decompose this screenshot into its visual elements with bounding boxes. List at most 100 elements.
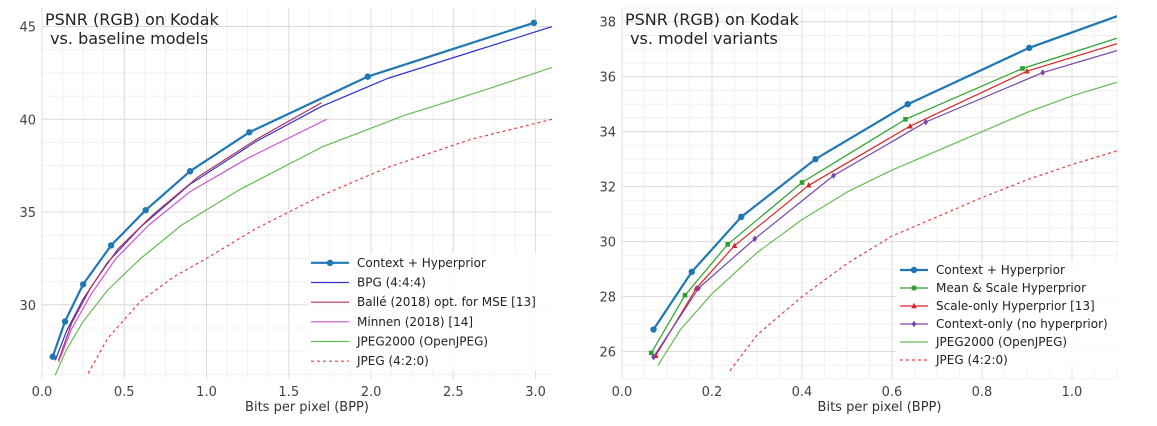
- x-tick-label: 0.2: [702, 385, 723, 400]
- legend-label: JPEG2000 (OpenJPEG): [356, 335, 488, 349]
- legend-label: BPG (4:4:4): [357, 276, 426, 290]
- y-tick-label: 40: [19, 113, 36, 128]
- legend-box: [307, 253, 555, 371]
- series-1: [650, 15, 1117, 333]
- x-tick-label: 2.0: [361, 385, 382, 400]
- data-point: [752, 235, 758, 243]
- legend-label: JPEG2000 (OpenJPEG): [935, 335, 1067, 349]
- series-line: [57, 118, 327, 363]
- data-point: [731, 242, 738, 249]
- data-point: [682, 292, 688, 298]
- data-point: [186, 168, 194, 175]
- chart-panel-1: 0.0 0.5 1.0 1.5 2.0 2.5 3.0 30 35 40 45 Bits per pi…: [19, 8, 555, 415]
- x-tick-label: 1.5: [278, 385, 299, 400]
- series-group: [49, 19, 552, 376]
- data-point: [738, 213, 745, 221]
- legend-marker: [911, 285, 917, 291]
- y-tick-label: 26: [599, 346, 616, 361]
- y-tick-label: 30: [599, 236, 616, 251]
- y-tick-label: 34: [599, 126, 616, 141]
- y-tick-label: 45: [19, 21, 36, 36]
- data-point: [61, 318, 69, 325]
- legend-marker: [911, 302, 917, 309]
- data-point: [1026, 44, 1033, 52]
- data-point: [907, 122, 913, 129]
- series-2: [648, 37, 1117, 356]
- data-point: [725, 242, 731, 247]
- data-point: [49, 353, 56, 360]
- legend-box: [896, 261, 1118, 369]
- chart-panel-2: 0.0 0.2 0.4 0.6 0.8 1.0 26 28 30 32 34 36 38 Bits per…: [599, 7, 1118, 415]
- x-tick-label: 0.6: [882, 385, 903, 400]
- data-point: [648, 350, 654, 356]
- x-tick-label: 0.5: [114, 385, 135, 400]
- series-1: [49, 19, 538, 360]
- x-tick-label: 0.0: [612, 385, 633, 400]
- data-point: [923, 118, 929, 126]
- y-tick-label: 36: [599, 71, 616, 86]
- series-group: [648, 15, 1117, 372]
- y-tick-label: 32: [599, 181, 616, 196]
- series-6: [87, 118, 552, 374]
- legend-label: JPEG (4:2:0): [935, 353, 1008, 367]
- series-5: [54, 66, 552, 376]
- x-tick-label: 0.0: [32, 385, 53, 400]
- data-point: [812, 155, 819, 163]
- series-line: [729, 150, 1117, 372]
- legend: Context + Hyperprior BPG (4:4:4) Ballé (20…: [307, 253, 555, 371]
- series-line: [54, 66, 552, 376]
- legend-label: Context-only (no hyperprior): [936, 317, 1108, 331]
- legend-label: JPEG (4:2:0): [356, 354, 429, 368]
- data-point: [142, 206, 149, 214]
- series-4: [651, 50, 1117, 361]
- legend-marker: [911, 320, 917, 328]
- x-tick-label: 1.0: [1062, 385, 1083, 400]
- y-tick-label: 30: [19, 299, 36, 314]
- legend: Context + Hyperprior Mean & Scale Hyperpr…: [896, 261, 1118, 369]
- x-axis-label: Bits per pixel (BPP): [818, 400, 942, 415]
- data-point: [79, 281, 87, 288]
- x-axis-label: Bits per pixel (BPP): [245, 400, 369, 415]
- series-line: [57, 102, 322, 361]
- series-3: [57, 102, 322, 361]
- legend-label: Context + Hyperprior: [357, 256, 486, 270]
- legend-label: Mean & Scale Hyperprior: [936, 281, 1086, 295]
- series-line: [657, 81, 1117, 366]
- chart-title-line: PSNR (RGB) on Kodak: [625, 10, 800, 29]
- chart-title-line: vs. model variants: [625, 29, 778, 48]
- series-4: [57, 118, 327, 363]
- x-tick-label: 0.4: [792, 385, 813, 400]
- data-point: [650, 326, 657, 333]
- data-point: [1024, 67, 1030, 74]
- data-point: [805, 181, 812, 188]
- legend-label: Context + Hyperprior: [936, 263, 1065, 277]
- data-point: [688, 268, 695, 276]
- series-line: [87, 118, 552, 374]
- x-tick-label: 0.8: [972, 385, 993, 400]
- chart-title-line: PSNR (RGB) on Kodak: [45, 10, 220, 29]
- y-tick-label: 35: [19, 206, 36, 221]
- legend-marker: [910, 266, 918, 274]
- y-tick-label: 28: [599, 291, 616, 306]
- y-tick-label: 38: [599, 16, 616, 31]
- x-tick-label: 3.0: [525, 385, 546, 400]
- series-5: [657, 81, 1117, 366]
- series-6: [729, 150, 1117, 372]
- data-point: [903, 117, 908, 122]
- legend-label: Minnen (2018) [14]: [357, 315, 473, 329]
- x-tick-label: 1.0: [196, 385, 217, 400]
- legend-label: Ballé (2018) opt. for MSE [13]: [357, 295, 536, 309]
- data-point: [831, 172, 836, 179]
- legend-label: Scale-only Hyperprior [13]: [936, 299, 1095, 313]
- data-point: [364, 73, 371, 80]
- data-point: [1020, 66, 1025, 71]
- data-point: [107, 242, 115, 249]
- legend-marker: [326, 259, 334, 267]
- chart-title-line: vs. baseline models: [45, 29, 208, 48]
- data-point: [904, 100, 911, 108]
- x-tick-label: 2.5: [443, 385, 464, 400]
- data-point: [651, 353, 656, 361]
- data-point: [530, 19, 538, 27]
- data-point: [1040, 69, 1046, 76]
